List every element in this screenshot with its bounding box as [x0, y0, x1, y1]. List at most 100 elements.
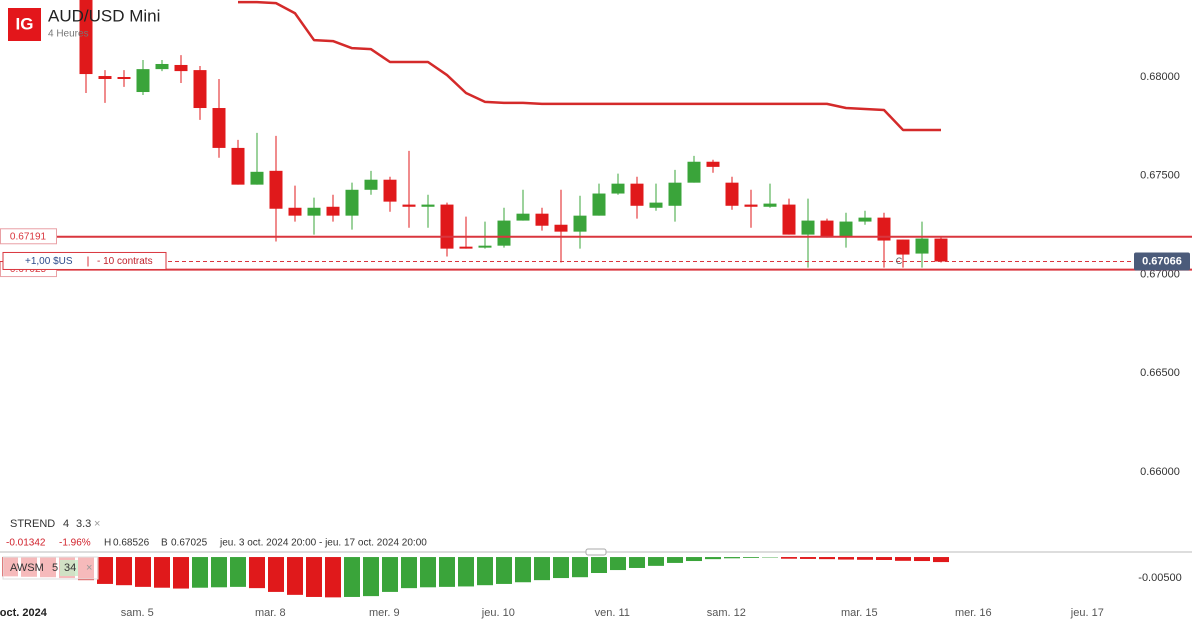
candle-body [98, 76, 112, 79]
level-label-box [0, 228, 57, 245]
indicator-param: 4 [63, 518, 69, 530]
candle-body [193, 70, 207, 109]
histogram-bar [857, 557, 873, 560]
candle-body [820, 220, 834, 237]
candle-body [915, 238, 929, 254]
indicator-name: AWSM [10, 562, 44, 574]
candle-body [231, 147, 245, 185]
x-tick-label: ven. 11 [595, 607, 630, 619]
candle-body [269, 170, 283, 209]
date-range: jeu. 3 oct. 2024 20:00 - jeu. 17 oct. 20… [219, 538, 427, 549]
candle-body [326, 206, 340, 216]
candle-body [155, 63, 169, 70]
histogram-bar [591, 557, 607, 574]
candle-body [592, 193, 606, 216]
y-tick-label: 0.66500 [1140, 367, 1180, 379]
last-price-label: 0.67066 [1142, 255, 1182, 267]
histogram-bar [344, 557, 360, 597]
candle-body [763, 203, 777, 207]
y-tick-label: 0.67000 [1140, 268, 1180, 280]
logo-box [8, 8, 41, 41]
histogram-bar [382, 557, 398, 592]
candle-body [174, 64, 188, 72]
low-label: B [161, 538, 168, 549]
supertrend-line [238, 0, 941, 132]
histogram-bar [211, 557, 227, 588]
candle-body [440, 204, 454, 249]
candle-body [611, 183, 625, 194]
x-tick-label: mar. 15 [841, 607, 878, 619]
candle-body [345, 189, 359, 216]
histogram-bar [97, 557, 113, 584]
histogram-bar [325, 557, 341, 598]
histogram-bar [781, 557, 797, 559]
chart-subtitle: 4 Heures [48, 29, 89, 40]
position-tag[interactable] [2, 251, 167, 270]
histogram-bar [249, 557, 265, 589]
histogram-bar [154, 557, 170, 588]
candle-body [630, 183, 644, 206]
histogram-bar [572, 557, 588, 578]
histogram-bar [458, 557, 474, 587]
candle-body [421, 204, 435, 207]
candle-body [212, 108, 226, 148]
candle-body [383, 179, 397, 202]
histogram-bar [268, 557, 284, 592]
histogram-bar [439, 557, 455, 587]
histogram-bar [648, 557, 664, 566]
x-tick-label: mer. 9 [369, 607, 400, 619]
x-tick-label: jeu. 17 [1070, 607, 1104, 619]
candle-body [459, 246, 473, 249]
candle-body [649, 202, 663, 208]
y-tick-label: 0.66000 [1140, 466, 1180, 478]
histogram-bar [743, 557, 759, 558]
candle-body [288, 207, 302, 216]
change: -0.01342 [6, 538, 46, 549]
histogram-bar [420, 557, 436, 588]
candle-body [687, 161, 701, 183]
y-tick-label: 0.68000 [1140, 71, 1180, 83]
overlays: 0.68000 0.67500 0.67000 0.66500 0.66000 0.671… [0, 71, 1192, 619]
histogram-bar [895, 557, 911, 561]
histogram-bar [135, 557, 151, 587]
candle-body [307, 207, 321, 216]
marker: C [896, 256, 903, 266]
x-tick-label: sam. 12 [707, 607, 746, 619]
candle-body [136, 69, 150, 93]
price-pane [79, 0, 948, 268]
candle-body [801, 220, 815, 235]
candle-body [478, 245, 492, 248]
position-size: - 10 contrats [97, 256, 153, 267]
close-icon[interactable]: × [94, 518, 100, 530]
candle-body [554, 224, 568, 232]
candle-body [839, 221, 853, 237]
candle-body [744, 204, 758, 207]
high-label: H [104, 538, 111, 549]
histogram-bar [610, 557, 626, 571]
candle-body [497, 220, 511, 246]
position-pnl: +1,00 $US [25, 256, 73, 267]
candle-body [706, 161, 720, 167]
x-tick-label: mer. 16 [955, 607, 992, 619]
indicator-param: 3.3 [76, 518, 91, 530]
histogram-bar [876, 557, 892, 560]
close-icon[interactable]: × [86, 562, 92, 574]
histogram-bar [496, 557, 512, 584]
candle-body [782, 204, 796, 235]
histogram-bar [838, 557, 854, 560]
low: 0.67025 [171, 538, 208, 549]
x-tick-label: jeu. 10 [481, 607, 515, 619]
histogram-bar [933, 557, 949, 563]
x-tick-label: mar. 8 [255, 607, 286, 619]
candle-body [896, 239, 910, 255]
indicator-param: 34 [64, 562, 76, 574]
candle-body [877, 217, 891, 241]
candle-body [117, 77, 131, 79]
pane-handle[interactable] [585, 548, 607, 556]
histogram-bar [477, 557, 493, 586]
change-pct: -1.96% [59, 538, 91, 549]
histogram-bar [173, 557, 189, 589]
histogram-bar [287, 557, 303, 595]
histogram-bar [629, 557, 645, 568]
